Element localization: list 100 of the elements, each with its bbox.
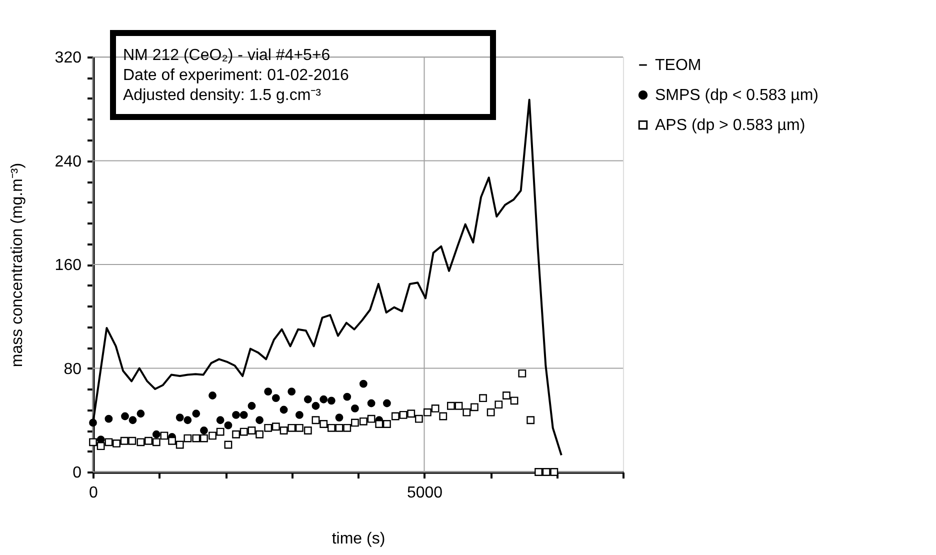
point bbox=[526, 416, 535, 424]
point bbox=[510, 396, 518, 405]
point bbox=[89, 438, 97, 446]
point bbox=[375, 420, 384, 428]
point bbox=[280, 406, 288, 414]
point bbox=[272, 394, 280, 402]
point bbox=[256, 416, 264, 424]
annotation: Adjusted density: 1.5 g.cm⁻³ bbox=[123, 87, 322, 104]
point bbox=[550, 468, 558, 476]
point bbox=[280, 426, 288, 434]
point bbox=[224, 421, 232, 430]
point bbox=[335, 424, 344, 432]
point bbox=[423, 408, 432, 416]
point bbox=[200, 434, 208, 442]
point bbox=[216, 416, 224, 424]
y-tick-label: 160 bbox=[54, 257, 82, 274]
point bbox=[264, 424, 272, 432]
point bbox=[136, 410, 145, 418]
point bbox=[542, 468, 550, 476]
point bbox=[343, 424, 352, 432]
point bbox=[128, 416, 137, 424]
point bbox=[168, 436, 176, 445]
point bbox=[399, 410, 408, 419]
x-axis-title: time (s) bbox=[332, 530, 386, 548]
point bbox=[351, 404, 359, 412]
legend-label: TEOM bbox=[655, 57, 702, 74]
point bbox=[295, 410, 304, 419]
point bbox=[248, 402, 256, 410]
point bbox=[232, 430, 240, 438]
point bbox=[176, 414, 184, 422]
point bbox=[272, 422, 280, 431]
point bbox=[240, 428, 248, 436]
point bbox=[462, 408, 471, 416]
legend-label: APS (dp > 0.583 µm) bbox=[655, 117, 806, 134]
point bbox=[288, 388, 296, 396]
point bbox=[192, 410, 200, 418]
point bbox=[439, 412, 448, 420]
point bbox=[216, 428, 224, 436]
point bbox=[112, 440, 120, 448]
point bbox=[248, 426, 256, 434]
point bbox=[208, 392, 216, 400]
point bbox=[264, 388, 272, 396]
point bbox=[256, 430, 264, 438]
point bbox=[382, 399, 391, 408]
point bbox=[359, 380, 368, 388]
point bbox=[359, 417, 368, 426]
point bbox=[232, 410, 240, 419]
point bbox=[144, 436, 152, 445]
point bbox=[343, 392, 352, 401]
point bbox=[407, 410, 416, 418]
point bbox=[486, 408, 495, 416]
y-tick-label: 240 bbox=[54, 153, 82, 170]
point bbox=[192, 434, 200, 442]
point bbox=[104, 414, 113, 423]
legend-label: SMPS (dp < 0.583 µm) bbox=[655, 87, 819, 104]
point bbox=[152, 438, 160, 446]
point bbox=[518, 369, 526, 378]
point bbox=[335, 414, 344, 422]
point bbox=[152, 430, 160, 438]
point bbox=[304, 426, 312, 434]
point bbox=[431, 404, 440, 412]
point bbox=[534, 468, 542, 476]
point bbox=[295, 424, 304, 432]
point bbox=[104, 438, 113, 446]
point bbox=[96, 442, 105, 450]
x-tick-label: 5000 bbox=[406, 484, 443, 502]
point bbox=[208, 432, 216, 440]
point bbox=[160, 432, 168, 440]
point bbox=[327, 424, 336, 432]
point bbox=[312, 402, 320, 410]
point bbox=[470, 403, 478, 412]
point bbox=[120, 436, 128, 445]
point bbox=[136, 438, 145, 446]
point bbox=[200, 426, 208, 434]
point bbox=[224, 440, 232, 449]
point bbox=[502, 392, 510, 400]
point bbox=[184, 434, 192, 442]
point bbox=[121, 412, 129, 420]
point bbox=[304, 395, 312, 404]
point bbox=[367, 399, 376, 408]
point bbox=[89, 418, 97, 427]
y-axis-title: mass concentration (mg.m⁻³) bbox=[8, 162, 26, 368]
y-tick-label: 80 bbox=[64, 360, 82, 378]
y-tick-label: 320 bbox=[54, 50, 82, 66]
point bbox=[320, 395, 328, 404]
point bbox=[288, 424, 296, 432]
annotation: NM 212 (CeO₂) - vial #4+5+6 bbox=[123, 47, 330, 64]
point bbox=[312, 416, 320, 424]
point bbox=[351, 418, 359, 427]
annotation: Date of experiment: 01-02-2016 bbox=[123, 67, 350, 84]
point bbox=[184, 416, 192, 424]
point bbox=[454, 402, 463, 410]
point bbox=[176, 440, 184, 449]
point bbox=[414, 414, 423, 423]
point bbox=[494, 400, 503, 409]
point bbox=[327, 396, 336, 405]
point bbox=[367, 414, 376, 423]
point bbox=[479, 394, 487, 402]
point bbox=[240, 410, 248, 419]
point bbox=[446, 402, 455, 410]
